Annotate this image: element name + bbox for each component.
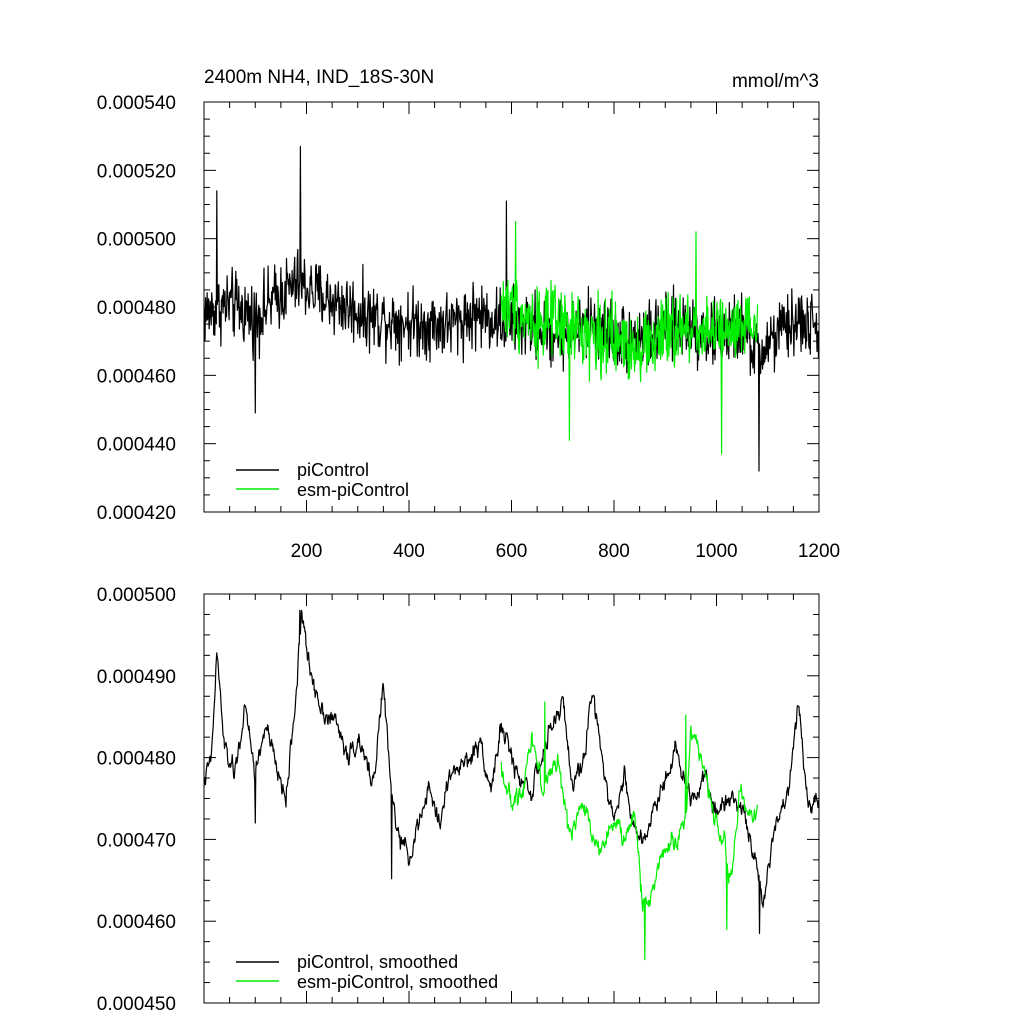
bottom-legend: piControl, smoothed esm-piControl, smoot… xyxy=(236,952,498,992)
legend-label-picontrol: piControl xyxy=(297,460,369,480)
y-tick-label: 0.000460 xyxy=(97,912,176,933)
x-tick-label: 400 xyxy=(393,541,425,562)
y-tick-label: 0.000420 xyxy=(97,503,176,524)
y-tick-label: 0.000480 xyxy=(97,749,176,770)
y-tick-label: 0.000490 xyxy=(97,667,176,688)
top-axis-ticks: 0.000420 0.000440 0.000460 0.000480 0.000500… xyxy=(97,93,840,562)
bottom-axis-ticks: 0.000450 0.000460 0.000470 0.000480 0.000490… xyxy=(97,585,820,1015)
series-line-picontrol xyxy=(203,145,820,472)
bottom-panel: 0.000450 0.000460 0.000470 0.000480 0.000490… xyxy=(97,585,820,1015)
y-tick-label: 0.000500 xyxy=(97,585,176,606)
x-tick-label: 800 xyxy=(598,541,630,562)
series-line-esm-picontrol-smoothed xyxy=(500,701,759,961)
series-line-esm-picontrol xyxy=(500,221,759,455)
x-tick-label: 600 xyxy=(496,541,528,562)
x-tick-label: 1000 xyxy=(695,541,737,562)
legend-label-esm-picontrol: esm-piControl xyxy=(297,480,409,500)
y-tick-label: 0.000500 xyxy=(97,230,176,251)
top-chart-units: mmol/m^3 xyxy=(732,71,819,92)
top-series-lines xyxy=(203,145,820,472)
legend-label-esm-picontrol-smoothed: esm-piControl, smoothed xyxy=(297,972,498,992)
y-tick-label: 0.000450 xyxy=(97,994,176,1015)
y-tick-label: 0.000440 xyxy=(97,435,176,456)
y-tick-label: 0.000460 xyxy=(97,366,176,387)
top-legend: piControl esm-piControl xyxy=(236,460,409,500)
y-tick-label: 0.000470 xyxy=(97,830,176,851)
bottom-series-lines xyxy=(203,609,820,961)
x-tick-label: 1200 xyxy=(798,541,840,562)
bottom-plot-frame xyxy=(203,593,820,1004)
top-chart-title: 2400m NH4, IND_18S-30N xyxy=(204,67,434,88)
legend-label-picontrol-smoothed: piControl, smoothed xyxy=(297,952,458,972)
y-tick-label: 0.000480 xyxy=(97,298,176,319)
y-tick-label: 0.000520 xyxy=(97,161,176,182)
y-tick-label: 0.000540 xyxy=(97,93,176,114)
x-tick-label: 200 xyxy=(291,541,323,562)
top-panel: 2400m NH4, IND_18S-30N mmol/m^3 0.000420… xyxy=(97,67,840,562)
